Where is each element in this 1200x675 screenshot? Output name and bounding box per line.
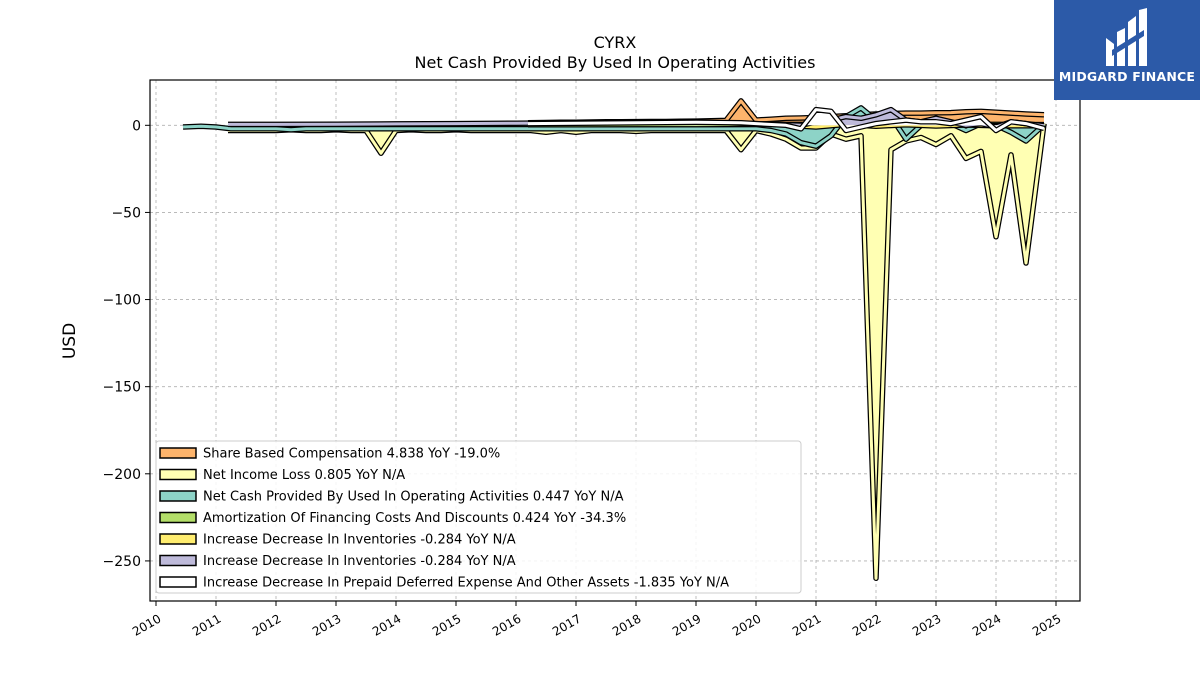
- chart-subtitle: Net Cash Provided By Used In Operating A…: [415, 53, 816, 72]
- x-tick-label: 2010: [130, 611, 163, 638]
- legend-entry: Increase Decrease In Inventories -0.284 …: [203, 554, 516, 569]
- series-line: [527, 108, 1045, 132]
- legend-entry: Share Based Compensation 4.838 YoY -19.0…: [203, 447, 500, 462]
- x-tick-label: 2013: [310, 611, 343, 638]
- legend-swatch: [159, 490, 197, 502]
- legend-entry: Net Cash Provided By Used In Operating A…: [203, 490, 624, 505]
- legend-swatch: [159, 511, 197, 524]
- legend-entry: Increase Decrease In Inventories -0.284 …: [203, 533, 516, 548]
- y-axis-label: USD: [60, 323, 80, 359]
- x-tick-label: 2021: [790, 611, 823, 638]
- legend: Share Based Compensation 4.838 YoY -19.0…: [155, 440, 802, 594]
- logo-text: MIDGARD FINANCE: [1058, 69, 1196, 84]
- x-tick-label: 2025: [1030, 611, 1063, 638]
- y-tick-label: −250: [103, 554, 141, 570]
- y-tick-label: 0: [132, 118, 141, 134]
- legend-swatch: [159, 554, 197, 567]
- x-tick-label: 2014: [370, 611, 403, 638]
- plot-frame: [149, 79, 1081, 602]
- x-tick-label: 2012: [250, 611, 283, 638]
- x-tick-label: 2023: [910, 611, 943, 638]
- x-tick-label: 2019: [670, 611, 703, 638]
- x-tick-label: 2018: [610, 611, 643, 638]
- legend-swatch: [159, 533, 197, 545]
- series-line: [785, 122, 1045, 129]
- x-tick-label: 2020: [730, 611, 763, 638]
- y-tick-label: −50: [111, 205, 141, 221]
- y-axis: 0 −50 −100 −150 −200 −250: [103, 118, 150, 570]
- y-tick-label: −100: [103, 293, 141, 309]
- series-6: [527, 106, 1045, 134]
- legend-swatch: [159, 468, 197, 481]
- logo-mark-icon: [1106, 8, 1147, 66]
- series-layer: [182, 98, 1047, 582]
- x-tick-label: 2015: [430, 611, 463, 638]
- x-tick-label: 2011: [190, 611, 223, 638]
- x-axis: 2010 2011 2012 2013 2014 2015 2016 2017 2018 2019…: [130, 601, 1064, 639]
- x-tick-label: 2017: [550, 611, 583, 638]
- legend-frame: [155, 440, 802, 594]
- series-area: [228, 123, 1044, 579]
- legend-entry: Increase Decrease In Prepaid Deferred Ex…: [203, 576, 729, 591]
- y-tick-label: −200: [103, 467, 141, 483]
- x-tick-label: 2022: [850, 611, 883, 638]
- brand-logo: MIDGARD FINANCE: [1054, 0, 1200, 100]
- legend-entry: Net Income Loss 0.805 YoY N/A: [203, 468, 405, 483]
- x-tick-label: 2016: [490, 611, 523, 638]
- x-tick-label: 2024: [970, 611, 1003, 638]
- y-tick-label: −150: [103, 380, 141, 396]
- legend-swatch: [159, 576, 197, 588]
- legend-swatch: [159, 447, 197, 459]
- legend-entry: Amortization Of Financing Costs And Disc…: [203, 511, 626, 526]
- chart-title: CYRX: [594, 33, 637, 52]
